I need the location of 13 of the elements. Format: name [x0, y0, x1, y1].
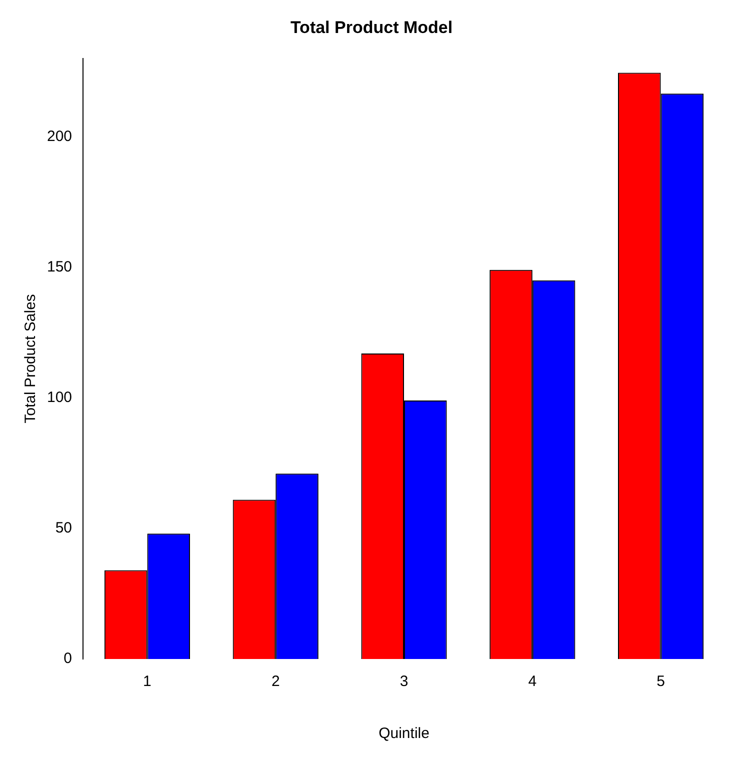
x-tick-label: 4	[528, 673, 537, 690]
y-tick-label: 0	[64, 650, 72, 668]
y-tick-label: 150	[46, 258, 72, 276]
x-tick-label: 3	[400, 673, 408, 690]
y-axis-title: Total Product Sales	[22, 294, 40, 424]
x-tick-label: 2	[271, 673, 280, 690]
chart-title: Total Product Model	[290, 18, 453, 37]
x-tick-label: 1	[143, 673, 152, 690]
y-tick-label: 50	[55, 520, 72, 537]
x-tick-label: 5	[656, 673, 665, 690]
y-tick-label: 100	[46, 389, 72, 406]
y-tick-label: 200	[46, 128, 72, 145]
x-axis-title: Quintile	[378, 725, 430, 742]
